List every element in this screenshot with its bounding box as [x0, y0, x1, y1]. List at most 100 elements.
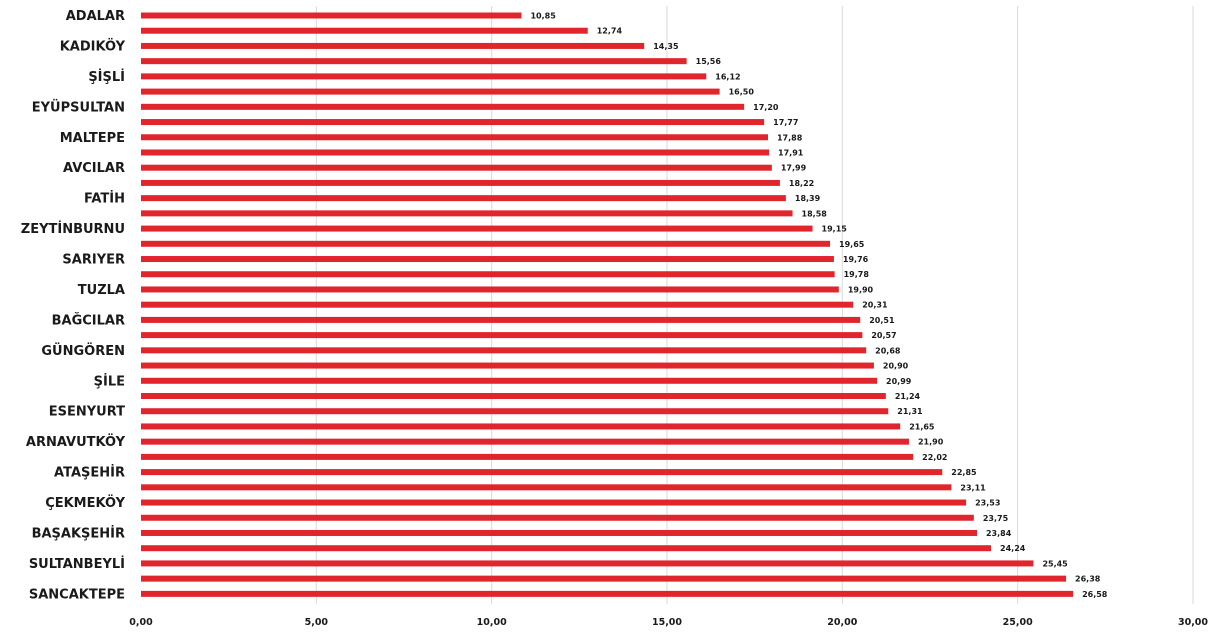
bar [141, 316, 861, 323]
data-label: 26,58 [1082, 590, 1108, 599]
bar [141, 225, 813, 232]
data-label: 21,24 [895, 392, 921, 401]
data-label: 19,78 [844, 270, 870, 279]
category-label: ŞİŞLİ [88, 69, 125, 85]
bar [141, 484, 952, 491]
bar [141, 164, 772, 171]
bar [141, 134, 768, 141]
category-label: MALTEPE [60, 131, 125, 146]
data-label: 17,99 [781, 164, 807, 173]
category-label: ŞİLE [94, 373, 125, 389]
bar [141, 179, 780, 186]
bar [141, 195, 786, 202]
bar [141, 529, 977, 536]
category-label: AVCILAR [63, 161, 125, 176]
data-label: 19,15 [822, 225, 848, 234]
category-label: ATAŞEHİR [54, 465, 125, 481]
data-label: 19,76 [843, 255, 869, 264]
bar [141, 58, 687, 65]
data-label: 20,51 [869, 316, 895, 325]
data-label: 24,24 [1000, 544, 1026, 553]
data-label: 20,99 [886, 377, 912, 386]
bar [141, 408, 889, 415]
category-label: EYÜPSULTAN [32, 99, 125, 115]
data-label: 17,91 [778, 148, 804, 157]
bar [141, 12, 522, 19]
category-label: ESENYURT [49, 405, 125, 420]
bar [141, 73, 707, 80]
bar [141, 514, 974, 521]
bar [141, 393, 886, 399]
category-label: TUZLA [78, 283, 125, 298]
category-label: ÇEKMEKÖY [45, 495, 125, 511]
bar [141, 286, 839, 293]
bar [141, 590, 1074, 597]
data-label: 16,12 [715, 72, 740, 81]
data-label: 20,57 [871, 331, 896, 340]
bar [141, 499, 967, 506]
data-label: 15,56 [696, 57, 722, 66]
data-label: 23,84 [986, 529, 1012, 538]
bar [141, 271, 835, 278]
data-label: 21,90 [918, 438, 944, 447]
data-label: 20,68 [875, 346, 901, 355]
data-label: 23,53 [975, 499, 1000, 508]
x-tick-label: 30,00 [1178, 617, 1208, 628]
data-label: 18,58 [802, 209, 828, 218]
x-tick-label: 5,00 [305, 617, 329, 628]
bar [141, 301, 854, 308]
data-label: 14,35 [653, 42, 679, 51]
bar [141, 545, 992, 552]
bar [141, 469, 943, 476]
bar [141, 453, 914, 460]
data-label: 18,22 [789, 179, 814, 188]
data-label: 19,90 [848, 285, 874, 294]
bar [141, 560, 1034, 567]
x-tick-label: 15,00 [652, 617, 682, 628]
bar [141, 27, 588, 34]
bar [141, 377, 878, 384]
bar [141, 240, 831, 247]
x-axis: 0,00 5,00 10,00 15,00 20,00 25,00 30,00 [129, 617, 1208, 628]
data-label: 21,31 [897, 407, 923, 416]
x-tick-label: 20,00 [827, 617, 857, 628]
label-layer: 10,85 ADALAR 12,74 14,35 KADIKÖY 15,56 16,12 Şİ… [21, 9, 1108, 602]
bar [141, 362, 874, 369]
bar [141, 423, 901, 430]
data-label: 20,31 [862, 301, 888, 310]
bar [141, 256, 834, 263]
data-label: 26,38 [1075, 575, 1101, 584]
data-label: 22,02 [922, 453, 947, 462]
category-label: SANCAKTEPE [29, 587, 125, 602]
bar [141, 149, 770, 156]
data-label: 22,85 [951, 468, 977, 477]
x-tick-label: 0,00 [129, 617, 153, 628]
data-label: 17,77 [773, 118, 798, 127]
category-label: SARIYER [62, 253, 125, 268]
data-label: 23,11 [960, 483, 986, 492]
data-label: 12,74 [597, 27, 623, 36]
bar [141, 210, 793, 217]
category-label: ARNAVUTKÖY [26, 434, 126, 450]
bar-layer [141, 12, 1074, 597]
category-label: SULTANBEYLİ [29, 556, 125, 572]
category-label: ZEYTİNBURNU [21, 221, 125, 237]
category-label: BAĞCILAR [52, 312, 125, 328]
bar [141, 347, 867, 354]
data-label: 21,65 [909, 422, 935, 431]
category-label: GÜNGÖREN [41, 343, 125, 359]
data-label: 20,90 [883, 362, 909, 371]
bar [141, 332, 863, 339]
bar [141, 103, 745, 110]
x-tick-label: 10,00 [477, 617, 507, 628]
x-tick-label: 25,00 [1003, 617, 1033, 628]
category-label: FATİH [84, 191, 125, 207]
bar [141, 42, 645, 49]
data-label: 19,65 [839, 240, 865, 249]
category-label: KADIKÖY [60, 38, 126, 54]
bar [141, 438, 909, 445]
data-label: 18,39 [795, 194, 821, 203]
data-label: 23,75 [983, 514, 1009, 523]
